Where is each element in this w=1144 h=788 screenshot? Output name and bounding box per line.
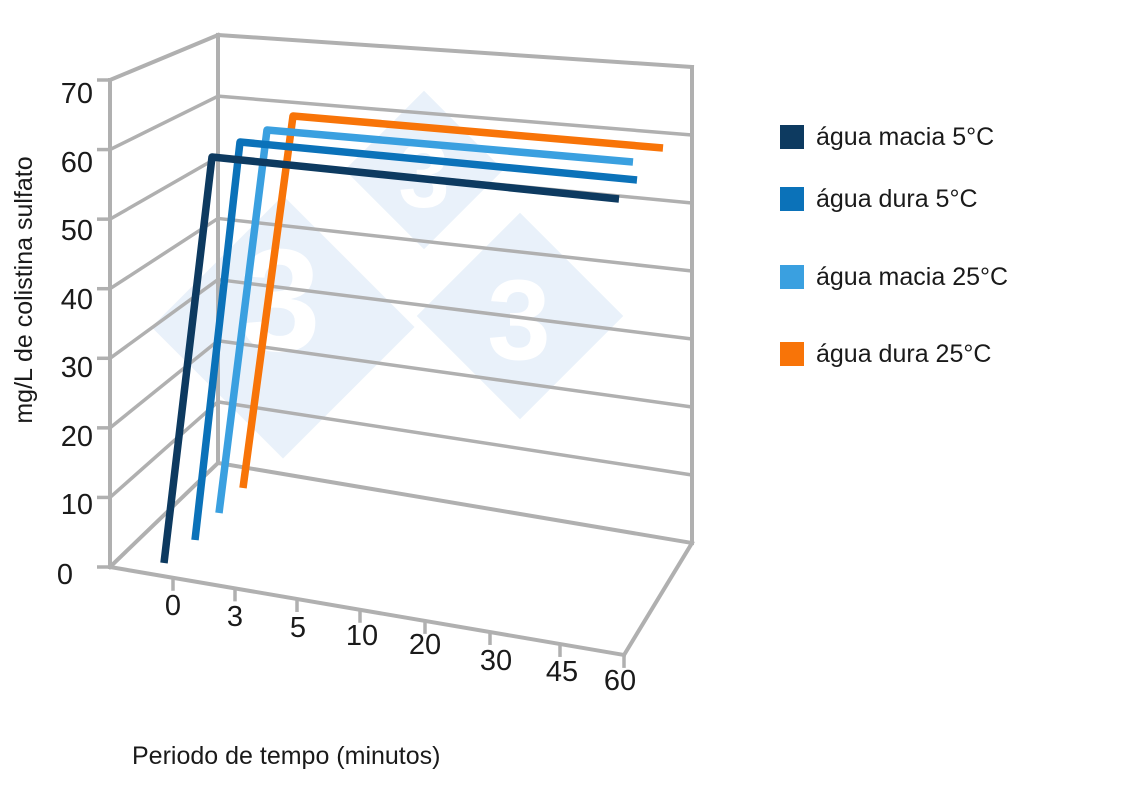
axis-edge [107,564,627,658]
y-axis-tick-label: 0 [56,559,73,591]
gridline-left-wall [108,339,220,430]
x-axis-tick-label: 10 [345,620,379,652]
gridline-left-wall [108,278,220,360]
axis-edge [621,540,695,658]
legend-label: água dura 5°C [816,184,978,213]
y-axis-tick-label: 20 [60,421,93,453]
legend-item: água dura 25°C [780,339,991,369]
x-axis-tick-label: 45 [545,656,579,688]
gridline-back-wall [217,277,693,341]
y-axis-tick-label: 50 [60,215,93,247]
x-axis-tick-label: 60 [603,665,637,697]
chart-series [160,112,664,564]
axis-edge [107,32,221,83]
y-axis-tick-label: 40 [60,284,93,316]
legend-item: água macia 5°C [780,122,994,152]
legend-swatch [780,265,804,289]
gridline-left-wall [109,155,219,221]
gridline-left-wall [108,400,220,499]
x-axis-tick-label: 30 [479,645,513,677]
x-axis-tick-label: 3 [226,601,244,633]
y-axis-tick-label: 30 [60,352,93,384]
gridline-back-wall [217,400,693,477]
legend-swatch [780,125,804,149]
x-axis-tick-label: 0 [164,590,182,622]
x-axis-title: Periodo de tempo (minutos) [132,742,441,770]
legend-item: água dura 5°C [780,184,978,214]
series-line-2 [215,126,634,514]
y-axis-title: mg/L de colistina sulfato [10,156,38,424]
gridline-back-wall [217,94,693,137]
x-axis-tick-label: 20 [408,629,442,661]
y-axis-tick-label: 10 [60,489,93,521]
series-line-1 [191,138,638,541]
series-line-3 [239,112,664,489]
y-axis-tick-label: 60 [60,147,93,179]
legend-label: água macia 5°C [816,122,995,151]
legend-item: água macia 25°C [780,262,1008,292]
y-axis-tick-label: 70 [60,78,93,110]
legend-swatch [780,342,804,366]
gridline-back-wall [217,338,693,409]
legend-label: água macia 25°C [816,262,1009,291]
axis-edge [215,32,695,70]
legend-label: água dura 25°C [816,339,992,368]
axis-edge [215,460,695,546]
series-line-0 [160,153,620,564]
legend-swatch [780,187,804,211]
gridline-left-wall [109,94,219,152]
gridline-back-wall [217,216,693,273]
x-axis-tick-label: 5 [289,612,307,644]
